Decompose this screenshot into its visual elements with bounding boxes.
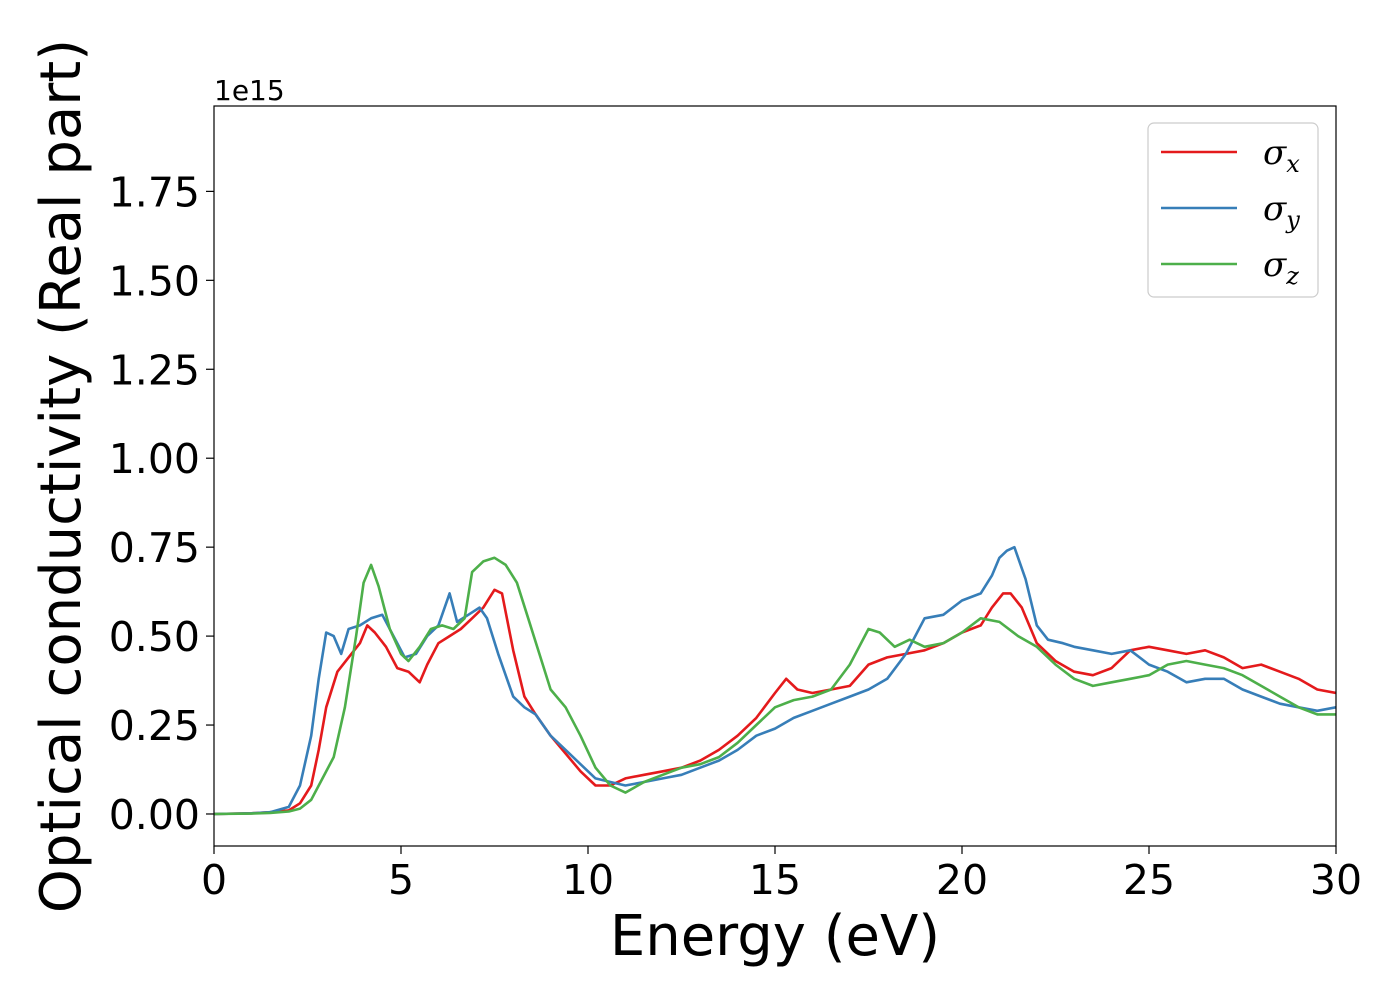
- legend-box: [1147, 122, 1319, 298]
- legend-symbol: σ: [1263, 245, 1287, 285]
- legend-label-y: σy: [1263, 189, 1300, 234]
- legend-symbol: σ: [1263, 189, 1287, 229]
- y-tick-label: 0.25: [109, 702, 200, 750]
- legend-symbol: σ: [1263, 133, 1287, 173]
- series-line-x: [214, 588, 1336, 816]
- y-tick-label: 0.00: [109, 791, 200, 839]
- y-tick-label: 0.75: [109, 524, 200, 572]
- y-tick-label: 1.75: [109, 168, 200, 216]
- y-axis-ticks: 0.00 0.25 0.50 0.75 1.00 1.25 1.50 1.75: [109, 168, 214, 839]
- legend-subscript: y: [1285, 206, 1300, 234]
- legend-label-z: σz: [1263, 245, 1299, 290]
- y-tick-label: 1.25: [109, 346, 200, 394]
- legend-subscript: x: [1286, 150, 1300, 178]
- legend-label-x: σx: [1263, 133, 1300, 178]
- y-offset-label: 1e15: [214, 74, 285, 107]
- series-line-z: [214, 556, 1336, 816]
- x-tick-label: 30: [1310, 856, 1362, 904]
- series-line-y: [214, 545, 1336, 816]
- x-tick-label: 10: [562, 856, 614, 904]
- x-tick-label: 0: [201, 856, 227, 904]
- x-tick-label: 5: [388, 856, 414, 904]
- series-layer: [214, 545, 1336, 816]
- x-tick-label: 25: [1123, 856, 1175, 904]
- y-tick-label: 1.00: [109, 435, 200, 483]
- y-axis-title: Optical conductivity (Real part): [29, 39, 94, 913]
- y-tick-label: 0.50: [109, 613, 200, 661]
- legend-subscript: z: [1285, 262, 1299, 290]
- x-axis-title: Energy (eV): [610, 904, 940, 969]
- x-tick-label: 15: [749, 856, 801, 904]
- x-tick-label: 20: [936, 856, 988, 904]
- x-axis-ticks: 0 5 10 15 20 25 30: [201, 846, 1362, 904]
- y-tick-label: 1.50: [109, 257, 200, 305]
